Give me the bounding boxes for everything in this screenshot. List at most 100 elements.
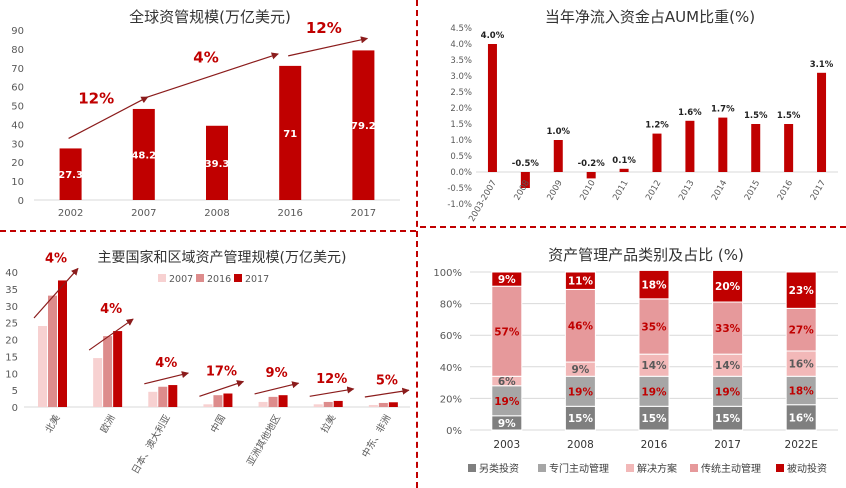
regional-aum-chart: 主要国家和区域资产管理规模(万亿美元) 0 5 10 15 20 25 30 35 40 2007… [5, 249, 410, 476]
growth-arrow [199, 380, 245, 397]
stack-segment [491, 285, 523, 377]
bar [278, 395, 288, 407]
bar [685, 120, 695, 172]
bar [751, 124, 761, 172]
stack-segment [564, 288, 596, 363]
legend-swatch [158, 274, 166, 282]
y-tick-label: 70 [11, 64, 24, 75]
x-tick-label: 2010 [578, 179, 597, 203]
bar-value-label: -0.2% [578, 159, 606, 169]
segment-value-label: 27% [789, 325, 815, 337]
regional-aum-panel: 主要国家和区域资产管理规模(万亿美元) 0 5 10 15 20 25 30 35 40 2007… [0, 232, 414, 488]
y-tick-label: 20% [440, 394, 462, 405]
global-aum-chart: 全球资管规模(万亿美元) 0 10 20 30 40 50 60 70 80 90 27.3 2002… [11, 8, 400, 219]
bar [206, 125, 228, 200]
stack-segment [564, 271, 596, 290]
legend-swatch [690, 464, 698, 472]
y-tick-label: 3.5% [450, 56, 472, 66]
bar [323, 401, 333, 407]
y-tick-label: 10 [5, 369, 18, 380]
bar-value-label: 1.5% [777, 111, 801, 121]
x-tick-label: 2008 [567, 439, 594, 451]
segment-value-label: 33% [715, 323, 741, 335]
bar-value-label: 0.1% [612, 156, 636, 166]
legend-swatch [538, 464, 546, 472]
bar [132, 108, 155, 200]
growth-arrow [33, 267, 79, 319]
segment-value-label: 15% [715, 413, 741, 425]
y-tick-label: 1.5% [450, 120, 472, 130]
segment-value-label: 20% [715, 281, 741, 293]
bar [388, 402, 398, 407]
y-tick-label: 2.0% [450, 104, 472, 114]
segment-value-label: 9% [571, 364, 589, 376]
stack-segment [638, 269, 670, 300]
x-tick-label: 2012 [644, 179, 663, 203]
x-tick-label: 2022E [785, 439, 818, 451]
bar [378, 402, 388, 407]
bar [553, 140, 563, 172]
growth-rate-label: 12% [306, 19, 342, 37]
y-tick-label: 15 [5, 352, 18, 363]
growth-arrow [144, 371, 189, 385]
y-tick-label: 10 [11, 177, 24, 188]
segment-value-label: 15% [641, 413, 667, 425]
y-tick-label: 4.0% [450, 40, 472, 50]
growth-rate-label: 17% [206, 365, 237, 380]
bar [368, 404, 378, 407]
x-tick-label: 中国 [208, 413, 228, 435]
y-tick-label: 40 [11, 120, 24, 131]
product-mix-panel: 资产管理产品类别及占比 (%) 0% 20% 40% 60% 80% 100% 9% 19% 6… [420, 228, 846, 488]
x-tick-label: 2008 [512, 179, 531, 203]
stack-segment [785, 271, 817, 309]
y-tick-label: 0% [446, 426, 462, 437]
y-tick-label: 0.0% [450, 168, 472, 178]
x-tick-label: 欧洲 [98, 413, 118, 435]
segment-value-label: 16% [789, 412, 815, 424]
bar [652, 133, 662, 172]
x-tick-label: 2017 [809, 179, 828, 203]
stack-segment [785, 307, 817, 352]
segment-value-label: 6% [498, 376, 516, 388]
segment-value-label: 57% [494, 326, 520, 338]
chart-title: 全球资管规模(万亿美元) [129, 8, 291, 26]
bar-value-label: 27.3 [58, 170, 83, 181]
segment-value-label: 19% [641, 386, 667, 398]
bar [38, 326, 47, 407]
legend-swatch [196, 274, 204, 282]
x-tick-label: 2016 [776, 179, 795, 203]
legend-swatch [468, 464, 476, 472]
segment-value-label: 14% [715, 360, 741, 372]
legend-label: 解决方案 [637, 462, 677, 475]
x-tick-label: 亚洲其他地区 [244, 412, 283, 468]
segment-value-label: 46% [568, 321, 594, 333]
growth-rate-label: 4% [193, 48, 218, 66]
x-tick-label: 北美 [43, 412, 63, 435]
x-tick-label: 2003 [493, 439, 520, 451]
horizontal-divider-right [420, 226, 846, 228]
y-tick-label: 25 [5, 319, 18, 330]
y-tick-label: 0 [12, 403, 18, 414]
chart-title: 资产管理产品类别及占比 (%) [548, 246, 744, 264]
bar-value-label: 79.2 [351, 121, 376, 132]
stack-segment [638, 375, 670, 407]
x-tick-label: 2014 [710, 179, 729, 203]
horizontal-divider-left [0, 230, 416, 232]
bar [93, 358, 103, 407]
bar-value-label: 1.5% [744, 111, 768, 121]
segment-value-label: 15% [568, 413, 594, 425]
y-tick-label: 90 [11, 26, 24, 37]
segment-value-label: 19% [715, 386, 741, 398]
bar [619, 168, 629, 172]
segment-value-label: 19% [494, 396, 520, 408]
legend-swatch [776, 464, 784, 472]
bar-value-label: 71 [283, 129, 297, 140]
x-tick-label: 2016 [277, 208, 302, 219]
bar-value-label: 1.6% [678, 108, 702, 118]
x-tick-label: 2013 [677, 179, 696, 203]
vertical-divider [416, 0, 418, 488]
x-tick-label: 中东、非洲 [359, 413, 393, 460]
bar [268, 396, 278, 407]
y-tick-label: 20 [11, 158, 24, 169]
growth-arrow [309, 386, 355, 397]
